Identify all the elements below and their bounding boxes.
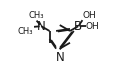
Text: B: B bbox=[74, 20, 82, 33]
Text: N: N bbox=[37, 20, 46, 33]
Text: N: N bbox=[55, 51, 64, 64]
Text: CH₃: CH₃ bbox=[29, 11, 44, 20]
Text: OH: OH bbox=[83, 11, 96, 20]
Text: OH: OH bbox=[86, 22, 100, 31]
Text: CH₃: CH₃ bbox=[18, 27, 33, 36]
